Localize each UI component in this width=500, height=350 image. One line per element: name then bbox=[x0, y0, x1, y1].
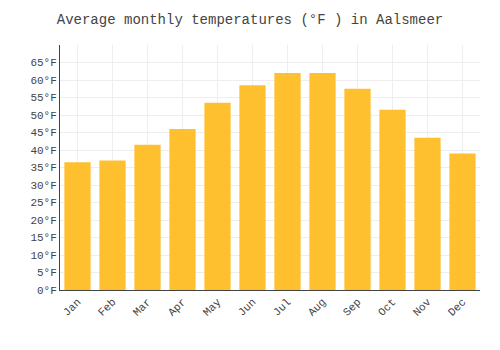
svg-text:Aug: Aug bbox=[306, 296, 328, 318]
svg-text:35°F: 35°F bbox=[30, 162, 56, 174]
svg-text:20°F: 20°F bbox=[30, 215, 56, 227]
svg-text:Apr: Apr bbox=[166, 296, 188, 318]
svg-text:Nov: Nov bbox=[411, 296, 434, 319]
svg-text:45°F: 45°F bbox=[30, 127, 56, 139]
svg-text:Jul: Jul bbox=[271, 296, 293, 318]
svg-text:0°F: 0°F bbox=[37, 285, 57, 297]
svg-text:15°F: 15°F bbox=[30, 232, 56, 244]
svg-text:Dec: Dec bbox=[446, 296, 468, 318]
svg-text:Jan: Jan bbox=[61, 296, 83, 318]
svg-text:50°F: 50°F bbox=[30, 110, 56, 122]
svg-text:Oct: Oct bbox=[376, 296, 398, 318]
svg-text:40°F: 40°F bbox=[30, 145, 56, 157]
svg-text:55°F: 55°F bbox=[30, 92, 56, 104]
svg-text:Jun: Jun bbox=[236, 296, 258, 318]
svg-text:25°F: 25°F bbox=[30, 197, 56, 209]
svg-text:5°F: 5°F bbox=[37, 267, 57, 279]
svg-text:Average monthly temperatures (: Average monthly temperatures (°F ) in Aa… bbox=[57, 12, 443, 28]
svg-text:60°F: 60°F bbox=[30, 75, 56, 87]
svg-text:Mar: Mar bbox=[131, 296, 153, 318]
svg-text:Sep: Sep bbox=[341, 296, 363, 318]
svg-text:10°F: 10°F bbox=[30, 250, 56, 262]
svg-text:May: May bbox=[201, 296, 224, 319]
svg-text:65°F: 65°F bbox=[30, 57, 56, 69]
svg-text:30°F: 30°F bbox=[30, 180, 56, 192]
svg-text:Feb: Feb bbox=[96, 296, 118, 318]
